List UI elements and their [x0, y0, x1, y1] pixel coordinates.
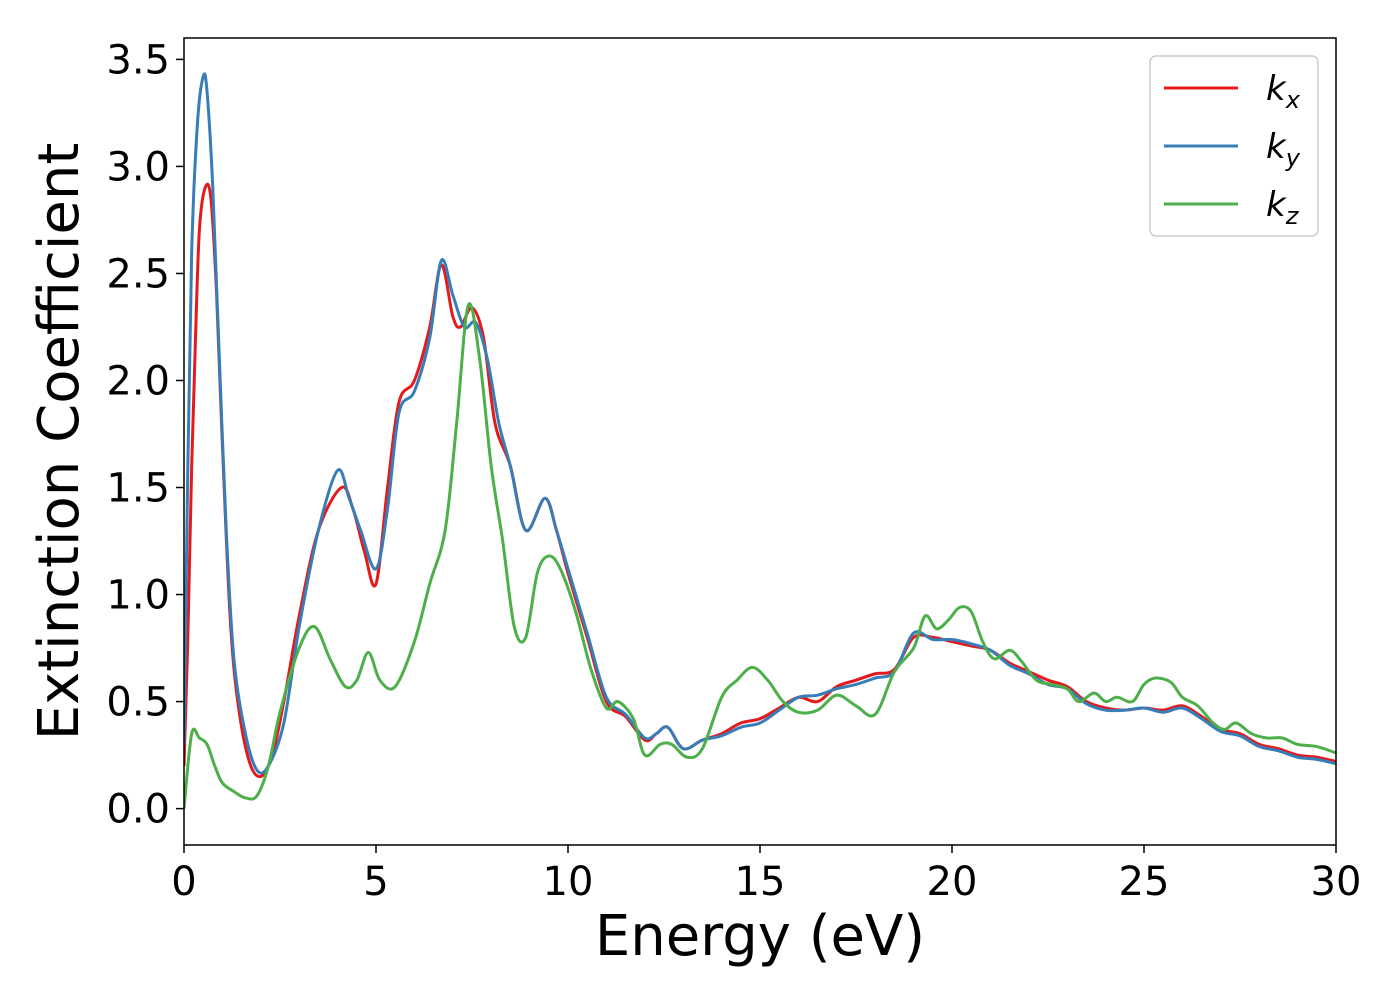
y-tick-label: 1.0 — [106, 573, 170, 619]
legend: kx ky kz — [1149, 55, 1319, 237]
series-line-kx — [184, 182, 1336, 779]
series-line-kz — [184, 302, 1336, 809]
x-tick-label: 25 — [1119, 859, 1170, 905]
x-tick-label: 15 — [735, 859, 786, 905]
y-tick-label: 1.5 — [106, 466, 170, 512]
y-tick-label: 2.5 — [106, 251, 170, 297]
x-tick-label: 20 — [927, 859, 978, 905]
y-axis: 0.0 0.5 1.0 1.5 2.0 2.5 3.0 3.5 — [106, 37, 184, 833]
y-tick-label: 3.5 — [106, 37, 170, 83]
y-tick-label: 3.0 — [106, 144, 170, 190]
x-tick-label: 0 — [171, 859, 196, 905]
series-layer — [184, 72, 1336, 809]
x-tick-label: 5 — [363, 859, 388, 905]
x-axis: 0 5 10 15 20 25 30 — [171, 845, 1361, 905]
y-axis-label: Extinction Coefficient — [27, 143, 92, 741]
x-tick-label: 30 — [1311, 859, 1362, 905]
x-axis-label: Energy (eV) — [595, 904, 925, 969]
y-tick-label: 0.5 — [106, 680, 170, 726]
legend-entry-ky: ky — [1266, 127, 1301, 172]
y-tick-label: 2.0 — [106, 358, 170, 404]
x-tick-label: 10 — [543, 859, 594, 905]
y-tick-label: 0.0 — [106, 787, 170, 833]
legend-entry-kz: kz — [1266, 185, 1300, 230]
legend-entry-kx: kx — [1266, 69, 1301, 114]
